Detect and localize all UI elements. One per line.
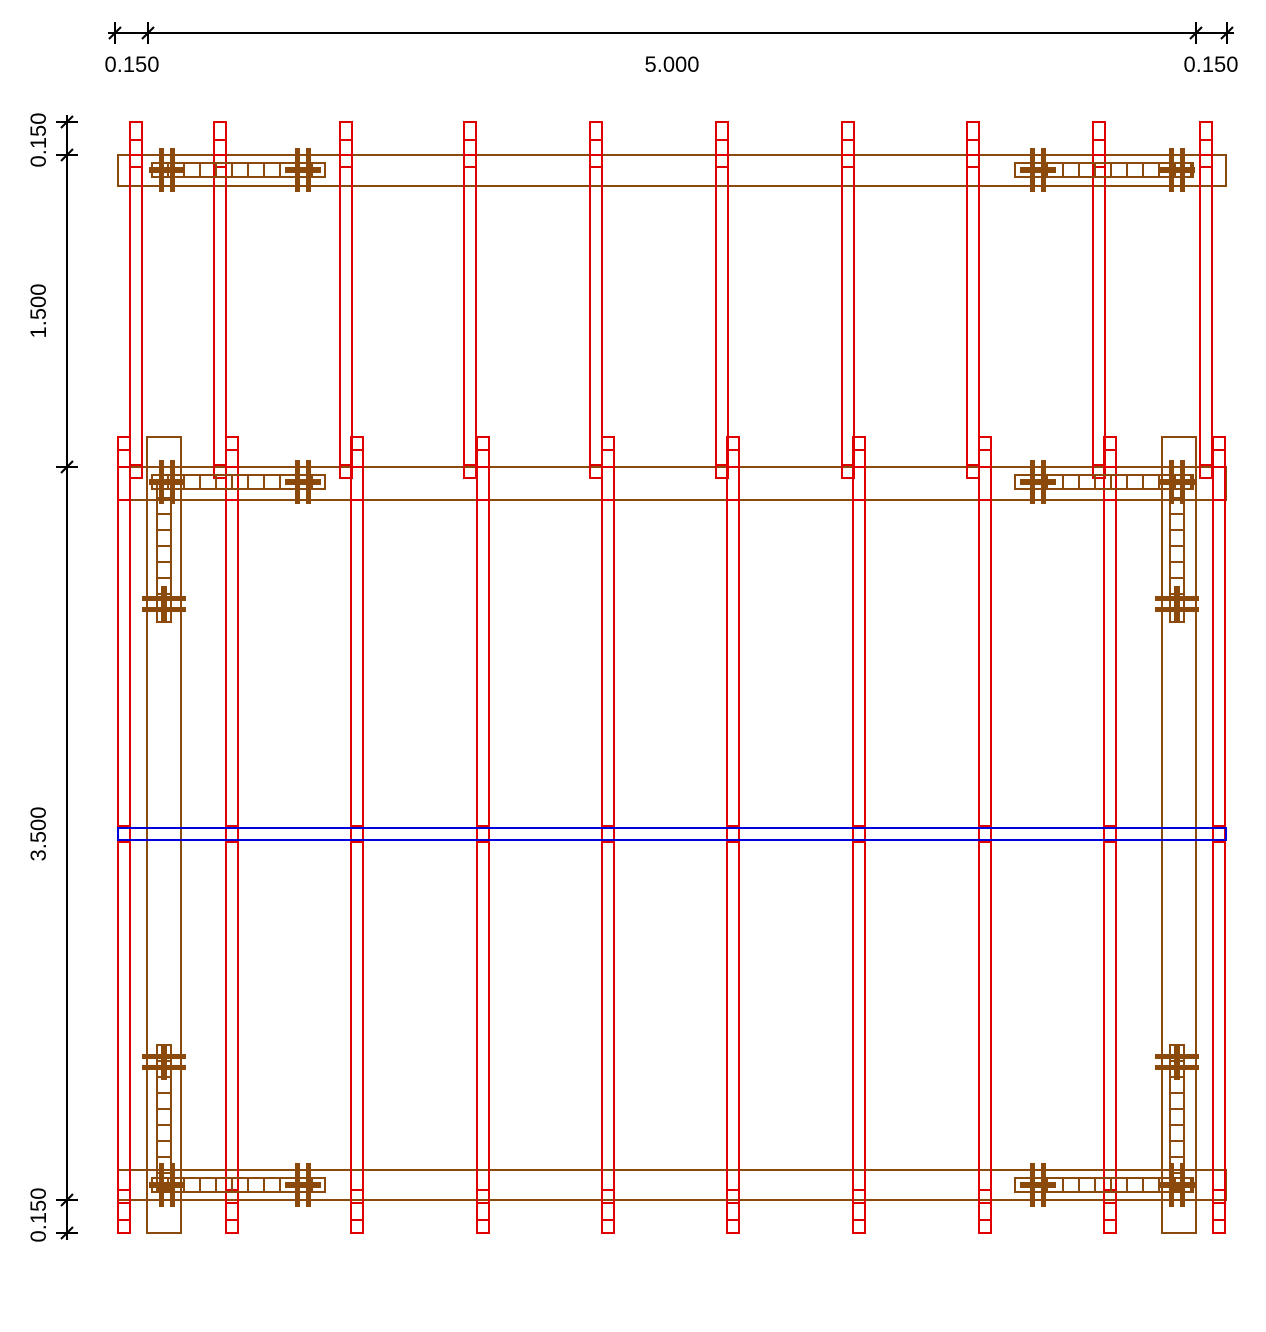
joist	[129, 121, 143, 479]
joist	[225, 436, 239, 1234]
waler	[146, 436, 182, 1234]
waler	[117, 1169, 1227, 1201]
joist	[213, 121, 227, 479]
dimension-label: 0.150	[26, 1187, 51, 1242]
waler	[117, 466, 1227, 501]
clamp	[285, 167, 321, 173]
tick	[1220, 26, 1234, 40]
tick	[60, 460, 74, 474]
joist	[350, 436, 364, 1234]
waler	[1161, 436, 1197, 1234]
joist	[966, 121, 980, 479]
joist	[978, 436, 992, 1234]
tick	[60, 1226, 74, 1240]
dimension-lines	[66, 32, 1234, 1240]
joist	[1103, 436, 1117, 1234]
clamp	[285, 1182, 321, 1188]
joist	[339, 121, 353, 479]
clamp	[1159, 1182, 1195, 1188]
joist	[117, 436, 131, 1234]
joist	[841, 121, 855, 479]
joist	[589, 121, 603, 479]
joist	[476, 436, 490, 1234]
clamp	[1174, 586, 1180, 622]
clamp	[161, 1044, 167, 1080]
joist	[726, 436, 740, 1234]
tick	[141, 26, 155, 40]
joist	[463, 121, 477, 479]
beam	[117, 827, 1227, 841]
clamp	[1159, 167, 1195, 173]
tick	[60, 1193, 74, 1207]
dimension-label: 5.000	[644, 52, 699, 77]
joist	[601, 436, 615, 1234]
clamp	[1174, 1044, 1180, 1080]
joist	[1199, 121, 1213, 479]
clamp	[149, 1182, 185, 1188]
clamp	[161, 586, 167, 622]
tick	[1189, 26, 1203, 40]
clamp	[1020, 479, 1056, 485]
tick	[108, 26, 122, 40]
dimension-label: 0.150	[26, 112, 51, 167]
tick	[60, 115, 74, 129]
waler	[117, 154, 1227, 187]
joist	[715, 121, 729, 479]
clamp	[149, 167, 185, 173]
joist	[852, 436, 866, 1234]
dimension-label: 1.500	[26, 283, 51, 338]
clamp	[1020, 167, 1056, 173]
dimension-label: 3.500	[26, 806, 51, 861]
dimension-label: 0.150	[1183, 52, 1238, 77]
tick	[60, 148, 74, 162]
clamp	[1020, 1182, 1056, 1188]
joist	[1092, 121, 1106, 479]
joist	[1212, 436, 1226, 1234]
clamp	[285, 479, 321, 485]
dimension-label: 0.150	[104, 52, 159, 77]
dimension-ticks	[56, 22, 1234, 1240]
members	[117, 121, 1227, 1234]
